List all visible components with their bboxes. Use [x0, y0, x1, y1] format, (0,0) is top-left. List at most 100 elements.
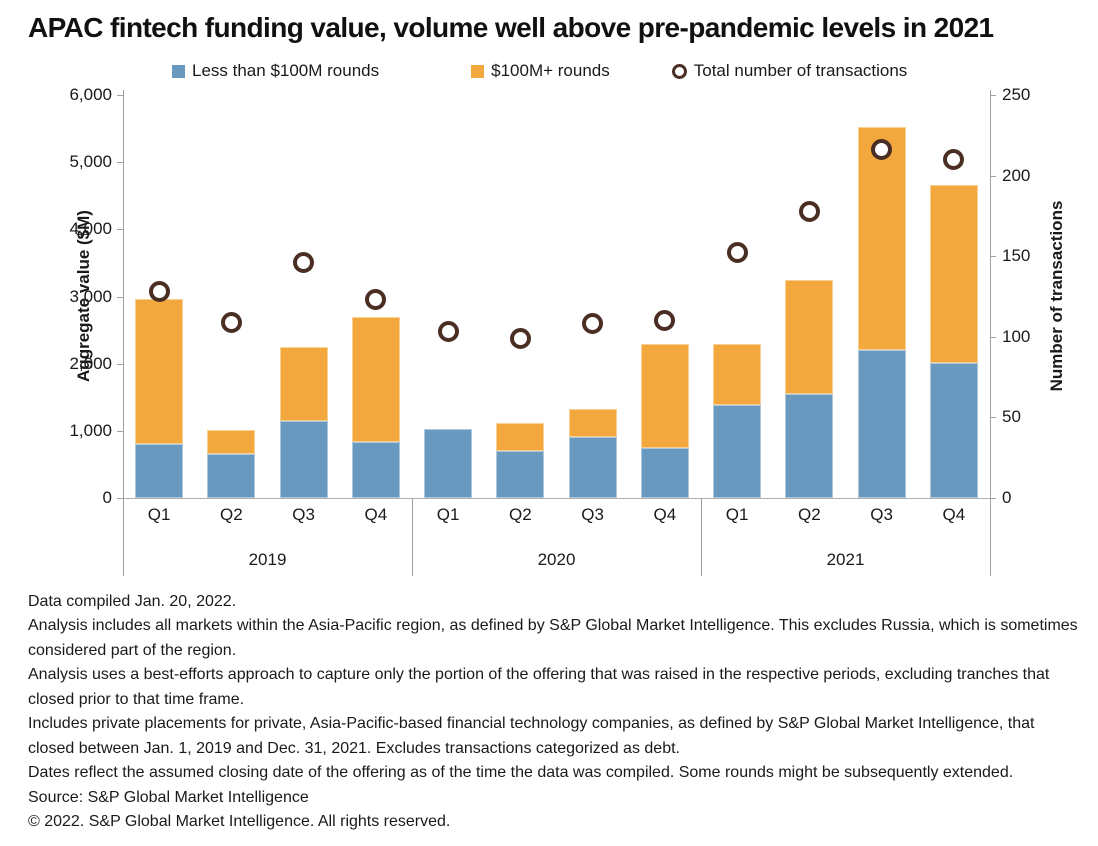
left-axis-tick-label: 2,000 [69, 353, 112, 373]
plot-area: 0 1,000 2,000 3,000 4,000 5,000 6,000 0 50 100 150… [69, 85, 1031, 576]
x-tick-label-quarter: Q3 [581, 505, 604, 524]
transactions-marker-2020-q4 [654, 310, 676, 332]
x-tick-label-quarter: Q4 [653, 505, 677, 524]
blue-square-icon [172, 64, 185, 78]
bar-segment-2019-q3 [279, 346, 328, 421]
x-axis-year-label: 2021 [826, 550, 865, 569]
ring-icon [671, 63, 687, 79]
bar-segment-2021-q4 [929, 185, 978, 363]
left-axis-tick [117, 498, 123, 499]
legend-item-100m-plus: $100M+ rounds [471, 61, 610, 81]
right-axis-tick [990, 498, 996, 499]
x-tick-label-quarter: Q4 [364, 505, 388, 524]
x-tick-label-quarter: Q3 [292, 505, 315, 524]
right-axis-title: Number of transactions [1047, 200, 1066, 392]
x-axis-year-label: 2019 [248, 550, 287, 569]
year-divider [123, 498, 124, 576]
bar-segment-2020-q3 [568, 436, 617, 498]
legend-item-total-transactions: Total number of transactions [671, 61, 908, 81]
bar-segment-2019-q1 [135, 298, 184, 445]
right-axis-tick [990, 175, 996, 177]
left-axis-tick [117, 296, 123, 298]
left-axis-tick-label: 4,000 [69, 219, 112, 239]
legend-item-less-than-100m: Less than $100M rounds [172, 61, 379, 81]
left-axis-tick-label: 5,000 [69, 152, 112, 172]
left-axis-tick [117, 162, 123, 164]
bar-segment-2021-q2 [785, 393, 834, 498]
left-axis-tick [117, 229, 123, 231]
bar-segment-2021-q3 [857, 127, 906, 350]
transactions-marker-2019-q1 [148, 281, 170, 303]
transactions-marker-2019-q2 [220, 311, 242, 333]
footnote-line: Analysis includes all markets within the… [28, 617, 1078, 659]
transactions-marker-2021-q4 [943, 148, 965, 170]
footnote-line: Data compiled Jan. 20, 2022. [28, 593, 237, 610]
left-axis-tick [117, 95, 123, 96]
right-axis-tick-label: 50 [1002, 407, 1021, 427]
left-axis-tick-label: 3,000 [69, 286, 112, 306]
footnote-line: Includes private placements for private,… [28, 715, 1035, 757]
bar-segment-2020-q4 [640, 343, 689, 449]
orange-square-icon [471, 64, 485, 78]
bar-segment-2020-q1 [424, 429, 473, 498]
bar-segment-2021-q3 [857, 349, 906, 498]
left-axis-tick-label: 1,000 [69, 420, 112, 440]
transactions-marker-2021-q2 [798, 200, 820, 222]
left-axis-title: Aggregate value ($M) [74, 210, 93, 382]
left-axis-tick [117, 363, 123, 365]
legend-label: Less than $100M rounds [192, 61, 380, 80]
chart-title: APAC fintech funding value, volume well … [28, 12, 994, 43]
footnote-line: Dates reflect the assumed closing date o… [28, 764, 1014, 782]
year-divider [990, 498, 991, 576]
x-tick-label-quarter: Q2 [798, 505, 821, 524]
bar-segment-2019-q3 [279, 420, 328, 498]
bar-segment-2021-q2 [785, 279, 834, 394]
x-axis-line [123, 498, 990, 499]
bar-segment-2019-q2 [207, 453, 256, 498]
chart-area: 0 1,000 2,000 3,000 4,000 5,000 6,000 0 50 100 150… [69, 85, 1066, 576]
x-tick-label-quarter: Q2 [220, 505, 243, 524]
legend-label: $100M+ rounds [491, 61, 610, 80]
footnote-line: © 2022. S&P Global Market Intelligence. … [28, 813, 451, 831]
bar-segment-2021-q4 [929, 362, 978, 498]
left-axis-tick-label: 0 [102, 488, 112, 507]
bar-segment-2021-q1 [713, 343, 762, 405]
footnote-line: Analysis uses a best-efforts approach to… [28, 666, 1050, 708]
bar-segment-2020-q3 [568, 409, 617, 437]
bar-segment-2019-q2 [207, 430, 256, 454]
x-tick-label-quarter: Q1 [147, 505, 171, 524]
x-tick-label-quarter: Q4 [942, 505, 966, 524]
year-divider [412, 498, 413, 576]
transactions-marker-2020-q1 [437, 321, 459, 343]
right-axis-tick-label: 0 [1002, 488, 1012, 507]
left-axis-line [123, 90, 124, 498]
right-axis-tick [990, 256, 996, 258]
right-axis-tick [990, 417, 996, 419]
bar-segment-2019-q1 [135, 444, 184, 498]
year-divider [701, 498, 702, 576]
x-tick-label-quarter: Q1 [725, 505, 749, 524]
legend-label: Total number of transactions [693, 61, 908, 80]
transactions-marker-2019-q3 [293, 252, 315, 274]
transactions-marker-2021-q1 [726, 242, 748, 264]
bar-segment-2020-q2 [496, 422, 545, 451]
footnotes: Data compiled Jan. 20, 2022. Analysis in… [28, 590, 1080, 835]
right-axis-tick-label: 200 [1002, 165, 1031, 185]
right-axis-tick-label: 250 [1002, 85, 1031, 104]
left-axis-tick [117, 430, 123, 432]
footnote-line: Source: S&P Global Market Intelligence [28, 788, 309, 806]
bar-segment-2019-q4 [351, 441, 400, 498]
x-axis-year-label: 2020 [537, 550, 576, 569]
transactions-marker-2019-q4 [365, 289, 387, 311]
right-axis-tick-label: 150 [1002, 246, 1031, 266]
right-axis-tick-label: 100 [1002, 326, 1031, 346]
bar-segment-2020-q4 [640, 448, 689, 498]
x-tick-label-quarter: Q3 [870, 505, 893, 524]
chart-legend: Less than $100M rounds $100M+ rounds Tot… [172, 60, 907, 82]
left-axis-tick-label: 6,000 [69, 85, 112, 104]
x-tick-label-quarter: Q2 [509, 505, 532, 524]
x-tick-label-quarter: Q1 [436, 505, 460, 524]
transactions-marker-2021-q3 [871, 139, 893, 161]
right-axis-line [990, 90, 991, 576]
